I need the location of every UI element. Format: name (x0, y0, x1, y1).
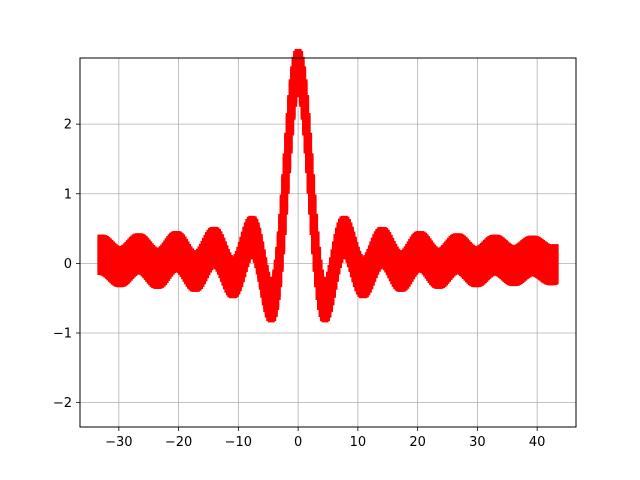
data-point (352, 246, 360, 254)
x-tick-label: 10 (350, 435, 367, 450)
data-point (221, 245, 229, 253)
y-axis-ticks: −2 −1 0 1 2 (53, 118, 80, 411)
data-point (348, 231, 356, 239)
data-point (297, 56, 305, 64)
data-point (251, 218, 259, 226)
data-point (219, 241, 227, 249)
data-point (308, 174, 316, 182)
data-point (551, 244, 559, 252)
x-tick-label: −30 (105, 435, 132, 450)
data-point (318, 276, 326, 284)
data-point (306, 153, 314, 161)
axes-frame (79, 57, 577, 428)
y-tick-label: −2 (53, 396, 72, 411)
y-tick-label: 1 (64, 187, 72, 202)
x-tick-label: −10 (225, 435, 252, 450)
data-point (302, 95, 310, 103)
x-tick-label: 30 (469, 435, 486, 450)
y-tick-label: 0 (64, 257, 72, 272)
data-point (305, 132, 313, 140)
data-point (303, 113, 311, 121)
data-point (257, 241, 265, 249)
data-point (349, 236, 357, 244)
y-tick-label: −1 (53, 327, 72, 342)
data-point (258, 249, 266, 257)
data-point (299, 66, 307, 74)
data-point (315, 259, 323, 267)
data-point (346, 226, 354, 234)
x-axis-ticks: −30 −20 −10 0 10 20 30 40 (105, 427, 545, 450)
data-point (351, 241, 359, 249)
data-point (312, 231, 320, 239)
data-point (263, 271, 271, 279)
y-tick-label: 2 (64, 118, 72, 133)
data-point (261, 264, 269, 272)
data-point (254, 227, 262, 235)
data-point (311, 213, 319, 221)
data-point (296, 50, 304, 58)
x-tick-label: 40 (529, 435, 546, 450)
data-point (345, 222, 353, 230)
data-point (314, 246, 322, 254)
data-point (260, 257, 268, 265)
data-point (309, 194, 317, 202)
data-point (300, 79, 308, 87)
x-tick-label: −20 (165, 435, 192, 450)
data-points (97, 48, 559, 323)
data-point (218, 237, 226, 245)
data-point (252, 222, 260, 230)
x-tick-label: 20 (409, 435, 426, 450)
data-point (317, 269, 325, 277)
x-tick-label: 0 (294, 435, 302, 450)
data-point (255, 234, 263, 242)
data-point (264, 277, 272, 285)
